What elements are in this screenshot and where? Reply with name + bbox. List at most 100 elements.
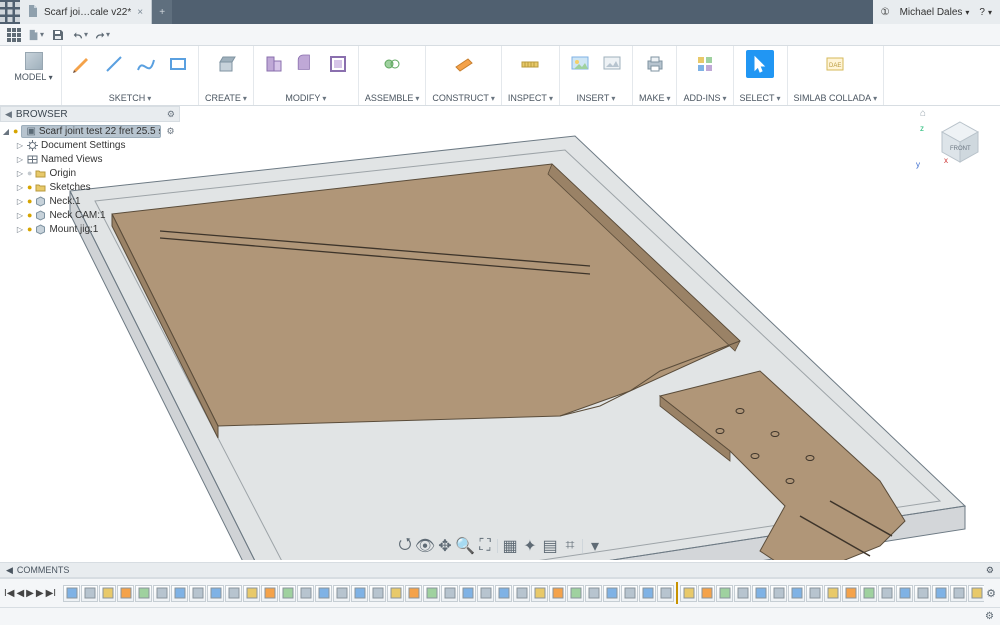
timeline-feature[interactable] — [639, 585, 656, 602]
print-icon[interactable] — [641, 50, 669, 78]
timeline-feature[interactable] — [477, 585, 494, 602]
timeline-feature[interactable] — [621, 585, 638, 602]
expand-icon[interactable]: ◢ — [2, 127, 10, 136]
image-icon[interactable] — [598, 50, 626, 78]
expand-icon[interactable]: ▷ — [16, 183, 24, 192]
timeline-feature[interactable] — [896, 585, 913, 602]
home-view-icon[interactable]: ⌂ — [920, 108, 926, 119]
nav-zoom-icon[interactable]: 🔍 — [457, 538, 473, 554]
timeline-feature[interactable] — [261, 585, 278, 602]
timeline-feature[interactable] — [441, 585, 458, 602]
timeline-feature[interactable] — [135, 585, 152, 602]
activity-icon[interactable]: ① — [881, 7, 890, 18]
timeline-feature[interactable] — [585, 585, 602, 602]
app-menu-icon[interactable] — [0, 0, 20, 24]
expand-icon[interactable]: ▷ — [16, 211, 24, 220]
timeline-feature[interactable] — [657, 585, 674, 602]
nav-lookat-icon[interactable]: 👁 — [417, 538, 433, 554]
timeline-feature[interactable] — [495, 585, 512, 602]
ribbon-group-label[interactable]: CREATE — [205, 93, 247, 103]
line-icon[interactable] — [100, 50, 128, 78]
nav-pan-icon[interactable]: ✥ — [437, 538, 453, 554]
ribbon-group-label[interactable]: INSPECT — [508, 93, 553, 103]
expand-icon[interactable]: ▷ — [16, 169, 24, 178]
timeline-feature[interactable] — [243, 585, 260, 602]
cursor-icon[interactable] — [746, 50, 774, 78]
timeline-last-icon[interactable]: ▶I — [46, 588, 56, 599]
nav-orbit-icon[interactable]: ⭯ — [397, 538, 413, 554]
nav-grid-icon[interactable]: ▤ — [542, 538, 558, 554]
browser-header[interactable]: ◀ BROWSER ⚙ — [0, 106, 180, 122]
timeline-feature[interactable] — [423, 585, 440, 602]
document-tab[interactable]: Scarf joi…cale v22* × — [20, 0, 152, 24]
extrude-icon[interactable] — [212, 50, 240, 78]
timeline-prev-icon[interactable]: ◀ — [16, 588, 24, 599]
nav-display-icon[interactable]: ▦ — [502, 538, 518, 554]
browser-root-node[interactable]: ◢ ● ▣Scarf joint test 22 fret 25.5 sc… ⚙ — [2, 124, 180, 138]
timeline-feature[interactable] — [914, 585, 931, 602]
timeline-feature[interactable] — [459, 585, 476, 602]
browser-node[interactable]: ▷Named Views — [2, 152, 180, 166]
timeline-marker[interactable] — [676, 582, 678, 604]
spline-icon[interactable] — [132, 50, 160, 78]
expand-icon[interactable]: ▷ — [16, 155, 24, 164]
comments-bar[interactable]: ◀ COMMENTS ⚙ — [0, 562, 1000, 578]
browser-node[interactable]: ▷●Sketches — [2, 180, 180, 194]
timeline-feature[interactable] — [567, 585, 584, 602]
browser-node[interactable]: ▷●Origin — [2, 166, 180, 180]
root-options-icon[interactable]: ⚙ — [166, 126, 174, 137]
timeline-feature[interactable] — [117, 585, 134, 602]
addins-icon[interactable] — [691, 50, 719, 78]
timeline-feature[interactable] — [99, 585, 116, 602]
fillet-icon[interactable] — [292, 50, 320, 78]
redo-icon[interactable]: ▾ — [94, 27, 110, 43]
ribbon-group-label[interactable]: ADD-INS — [683, 93, 726, 103]
browser-collapse-icon[interactable]: ◀ — [5, 109, 12, 120]
timeline-play-icon[interactable]: ▶ — [26, 588, 34, 599]
timeline-feature[interactable] — [806, 585, 823, 602]
comments-collapse-icon[interactable]: ◀ — [6, 565, 13, 576]
timeline-settings-icon[interactable]: ⚙ — [986, 587, 996, 600]
visibility-bulb-icon[interactable]: ● — [13, 126, 18, 136]
sketch-pencil-icon[interactable] — [68, 50, 96, 78]
expand-icon[interactable]: ▷ — [16, 225, 24, 234]
timeline-feature[interactable] — [189, 585, 206, 602]
timeline-first-icon[interactable]: I◀ — [4, 588, 14, 599]
timeline-feature[interactable] — [171, 585, 188, 602]
timeline-feature[interactable] — [698, 585, 715, 602]
nav-fit-icon[interactable]: ⛶ — [477, 538, 493, 554]
timeline-feature[interactable] — [842, 585, 859, 602]
timeline-feature[interactable] — [351, 585, 368, 602]
timeline-feature[interactable] — [279, 585, 296, 602]
timeline-feature[interactable] — [752, 585, 769, 602]
browser-options-icon[interactable]: ⚙ — [167, 109, 175, 120]
nav-effects-icon[interactable]: ✦ — [522, 538, 538, 554]
timeline-feature[interactable] — [315, 585, 332, 602]
measure-icon[interactable] — [516, 50, 544, 78]
joint-icon[interactable] — [378, 50, 406, 78]
timeline-feature[interactable] — [81, 585, 98, 602]
presspull-icon[interactable] — [260, 50, 288, 78]
timeline-feature[interactable] — [225, 585, 242, 602]
timeline-feature[interactable] — [968, 585, 984, 602]
timeline-feature[interactable] — [770, 585, 787, 602]
timeline-feature[interactable] — [207, 585, 224, 602]
timeline-feature[interactable] — [932, 585, 949, 602]
browser-node[interactable]: ▷●Neck CAM:1 — [2, 208, 180, 222]
visibility-bulb-icon[interactable]: ● — [27, 196, 32, 206]
ribbon-group-label[interactable]: MAKE — [639, 93, 671, 103]
view-cube[interactable]: ⌂ FRONT zxy — [930, 110, 992, 172]
nav-snap-icon[interactable]: ⌗ — [562, 538, 578, 554]
timeline-feature[interactable] — [333, 585, 350, 602]
timeline-feature[interactable] — [531, 585, 548, 602]
rect-icon[interactable] — [164, 50, 192, 78]
file-menu-icon[interactable]: ▾ — [28, 27, 44, 43]
help-menu[interactable]: ? ▾ — [979, 7, 992, 18]
timeline-feature[interactable] — [716, 585, 733, 602]
close-tab-icon[interactable]: × — [137, 7, 143, 18]
data-panel-icon[interactable] — [6, 27, 22, 43]
new-tab-button[interactable]: + — [152, 0, 172, 24]
visibility-bulb-icon[interactable]: ● — [27, 224, 32, 234]
visibility-bulb-icon[interactable]: ● — [27, 168, 32, 178]
timeline-feature[interactable] — [878, 585, 895, 602]
